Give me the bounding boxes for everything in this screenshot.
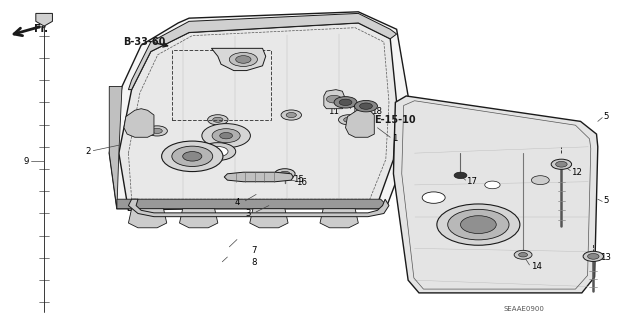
Circle shape [207, 146, 228, 157]
Circle shape [448, 209, 509, 240]
Polygon shape [129, 13, 397, 90]
Polygon shape [109, 86, 122, 209]
Text: 6: 6 [481, 238, 486, 247]
Circle shape [207, 115, 228, 125]
Text: 10: 10 [351, 106, 362, 115]
Text: 7: 7 [251, 246, 257, 255]
Circle shape [202, 123, 250, 148]
Circle shape [583, 251, 604, 262]
Text: 8: 8 [251, 258, 257, 267]
Circle shape [275, 169, 295, 179]
Text: 5: 5 [603, 112, 609, 121]
Circle shape [281, 110, 301, 120]
Circle shape [229, 52, 257, 66]
Polygon shape [346, 109, 374, 137]
Text: 9: 9 [23, 157, 28, 166]
Text: B-33-60: B-33-60 [124, 37, 166, 47]
Text: Fr.: Fr. [34, 24, 48, 33]
Circle shape [437, 204, 520, 245]
Circle shape [360, 103, 372, 109]
Text: 11: 11 [328, 107, 339, 116]
Circle shape [326, 95, 342, 103]
Polygon shape [129, 209, 167, 228]
Circle shape [220, 132, 232, 139]
Text: 15: 15 [293, 175, 304, 184]
Circle shape [344, 117, 354, 122]
Text: 14: 14 [531, 262, 541, 271]
Text: 13: 13 [600, 254, 611, 263]
Polygon shape [250, 209, 288, 228]
Circle shape [339, 99, 352, 106]
Polygon shape [119, 23, 397, 210]
Circle shape [588, 254, 599, 259]
Polygon shape [109, 12, 408, 209]
Text: E-15-10: E-15-10 [374, 115, 416, 125]
Circle shape [152, 128, 163, 133]
Polygon shape [124, 109, 154, 137]
Circle shape [280, 171, 290, 176]
Text: 18: 18 [371, 108, 382, 116]
Polygon shape [324, 90, 344, 109]
Circle shape [147, 126, 168, 136]
Circle shape [212, 129, 240, 143]
Text: 1: 1 [392, 134, 397, 143]
Circle shape [172, 146, 212, 167]
Text: 3: 3 [246, 209, 252, 218]
Circle shape [484, 181, 500, 189]
Circle shape [514, 250, 532, 259]
Circle shape [551, 159, 572, 169]
Polygon shape [224, 172, 293, 182]
Circle shape [454, 172, 467, 179]
Polygon shape [179, 209, 218, 228]
Circle shape [236, 56, 251, 63]
Circle shape [212, 117, 223, 122]
Text: 12: 12 [571, 168, 582, 177]
Circle shape [182, 152, 202, 161]
Text: SEAAE0900: SEAAE0900 [504, 306, 545, 312]
Text: 4: 4 [234, 198, 240, 207]
Circle shape [355, 100, 378, 112]
Text: 16: 16 [296, 178, 307, 187]
Polygon shape [129, 199, 389, 217]
Circle shape [556, 161, 567, 167]
Circle shape [200, 143, 236, 160]
Circle shape [162, 141, 223, 172]
Circle shape [461, 216, 496, 234]
Polygon shape [36, 13, 52, 26]
Circle shape [286, 113, 296, 118]
Circle shape [339, 115, 359, 125]
Text: 5: 5 [603, 196, 609, 205]
Polygon shape [117, 199, 387, 209]
Polygon shape [211, 48, 266, 70]
Circle shape [531, 176, 549, 185]
Circle shape [422, 192, 445, 203]
Circle shape [518, 253, 527, 257]
Circle shape [334, 97, 357, 108]
Text: 17: 17 [466, 177, 477, 186]
Polygon shape [320, 209, 358, 228]
Text: 2: 2 [85, 147, 90, 156]
Polygon shape [394, 96, 598, 293]
